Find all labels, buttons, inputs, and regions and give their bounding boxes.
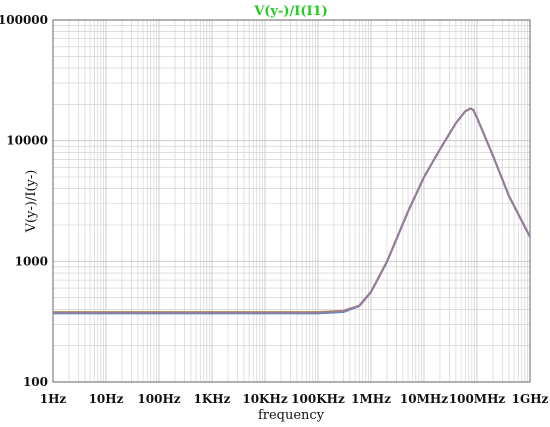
x-tick-label: 100Hz bbox=[137, 392, 180, 406]
series-line-2 bbox=[53, 107, 531, 315]
x-axis-ticks: 1Hz 10Hz 100Hz 1KHz 10KHz 100KHz 1MHz 10MHz 100M… bbox=[40, 392, 549, 406]
y-tick-label: 100 bbox=[23, 375, 48, 389]
y-axis-ticks: 100 1000 10000 100000 bbox=[0, 13, 48, 389]
x-tick-label: 10MHz bbox=[400, 392, 448, 406]
x-tick-label: 10KHz bbox=[242, 392, 287, 406]
x-tick-label: 10Hz bbox=[89, 392, 124, 406]
x-tick-label: 1KHz bbox=[194, 392, 231, 406]
x-tick-label: 1GHz bbox=[512, 392, 549, 406]
y-axis-label: V(y-)/I(y-) bbox=[24, 170, 39, 234]
x-tick-label: 1Hz bbox=[40, 392, 67, 406]
y-tick-label: 1000 bbox=[15, 254, 48, 268]
plot-frame bbox=[52, 19, 531, 383]
x-tick-label: 1MHz bbox=[351, 392, 391, 406]
y-tick-label: 10000 bbox=[6, 134, 48, 148]
grid bbox=[52, 20, 530, 383]
x-tick-label: 100KHz bbox=[291, 392, 345, 406]
series-line-1 bbox=[53, 107, 531, 313]
series-group bbox=[53, 107, 531, 315]
x-tick-label: 100MHz bbox=[449, 392, 506, 406]
chart-title: V(y-)/I(I1) bbox=[253, 4, 328, 19]
y-tick-label: 100000 bbox=[0, 13, 48, 27]
x-axis-label: frequency bbox=[258, 408, 325, 423]
series-line-3 bbox=[53, 107, 531, 314]
